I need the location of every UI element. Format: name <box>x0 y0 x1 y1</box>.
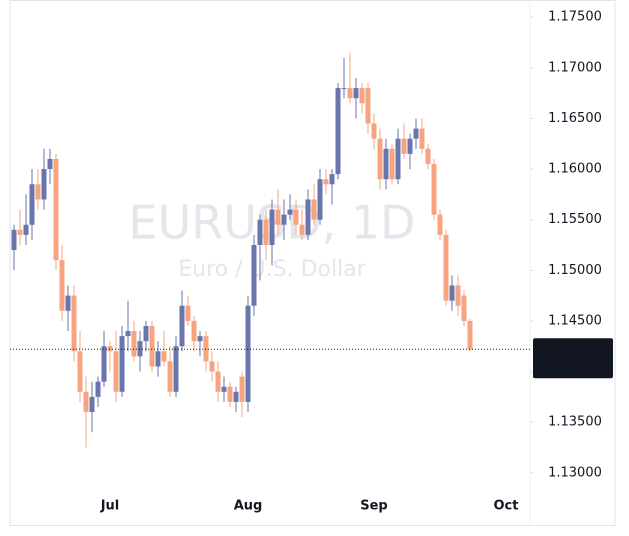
y-tick-label: 1.16000 <box>548 162 602 177</box>
candle-body <box>131 331 137 357</box>
candle-body <box>383 148 389 180</box>
x-tick-label: Sep <box>360 499 388 514</box>
candle-body <box>335 88 341 175</box>
candle-body <box>287 209 293 215</box>
candle-body <box>89 396 95 413</box>
x-tick-label: Oct <box>494 499 519 514</box>
candle-body <box>233 391 239 402</box>
candle-body <box>65 295 71 311</box>
candle-body <box>359 88 365 104</box>
candle-body <box>209 361 215 372</box>
candle-body <box>227 386 233 402</box>
candle-body <box>119 336 125 392</box>
candle-body <box>167 361 173 392</box>
x-tick-label: Jul <box>100 499 120 514</box>
candle-body <box>53 158 59 261</box>
candle-body <box>377 138 383 180</box>
y-tick-label: 1.16500 <box>548 111 602 126</box>
candle-body <box>269 209 275 245</box>
candle-body <box>41 169 47 200</box>
candle-body <box>23 224 29 235</box>
candle-body <box>245 305 251 402</box>
candle-body <box>407 138 413 154</box>
candle-body <box>77 351 83 392</box>
candle-body <box>299 224 305 235</box>
candle-body <box>71 295 77 352</box>
last-price-box <box>533 338 613 379</box>
x-tick-label: Aug <box>234 499 263 514</box>
candle-body <box>437 214 443 235</box>
candle-body <box>221 386 227 392</box>
candle-body <box>305 199 311 235</box>
y-tick-label: 1.15000 <box>548 263 602 278</box>
y-tick-label: 1.13500 <box>548 415 602 430</box>
candle-body <box>155 351 161 367</box>
y-tick-label: 1.13000 <box>548 465 602 480</box>
candle-body <box>461 295 467 321</box>
candle-body <box>467 320 473 350</box>
candle-body <box>161 351 167 362</box>
candle-body <box>395 138 401 180</box>
candle-body <box>251 245 257 306</box>
frame <box>9 0 616 526</box>
candle-body <box>203 336 209 362</box>
candle-body <box>413 128 419 139</box>
candle-body <box>125 331 131 337</box>
candle-body <box>35 184 41 200</box>
candle-body <box>143 325 149 342</box>
candle-body <box>329 174 335 185</box>
candle-body <box>443 234 449 301</box>
candle-body <box>323 179 329 185</box>
candle-body <box>431 164 437 215</box>
candle-body <box>449 285 455 301</box>
candle-body <box>191 320 197 342</box>
candle-body <box>389 148 395 180</box>
candle-body <box>263 219 269 245</box>
candle-body <box>11 229 17 251</box>
candle-body <box>401 138 407 154</box>
candle-body <box>95 381 101 397</box>
candle-body <box>341 88 347 90</box>
last-price-label: 1.14220 <box>543 342 602 357</box>
y-tick-label: 1.17500 <box>548 10 602 25</box>
candle-body <box>197 336 203 342</box>
candle-body <box>281 214 287 225</box>
y-tick-label: 1.14500 <box>548 313 602 328</box>
candle-body <box>137 341 143 357</box>
candle-body <box>353 88 359 99</box>
candle-body <box>317 179 323 220</box>
candle-body <box>29 184 35 225</box>
candle-body <box>311 199 317 220</box>
candle-body <box>113 351 119 392</box>
candle-body <box>257 219 263 245</box>
candle-body <box>215 371 221 392</box>
candle-body <box>293 209 299 225</box>
candle-body <box>239 376 245 402</box>
candle-body <box>365 88 371 124</box>
candle-body <box>275 209 281 225</box>
candle-body <box>185 305 191 321</box>
candle-body <box>107 346 113 352</box>
candle-body <box>17 229 23 235</box>
candle-body <box>347 88 353 99</box>
candle-body <box>179 305 185 347</box>
candle-body <box>47 158 53 170</box>
candle-body <box>101 346 107 382</box>
candle-body <box>83 391 89 413</box>
countdown: 13:57:23 <box>544 360 602 375</box>
candle-body <box>455 285 461 306</box>
candle-body <box>425 148 431 165</box>
y-tick-label: 1.17000 <box>548 60 602 75</box>
candle-body <box>371 123 377 139</box>
y-tick-label: 1.15500 <box>548 212 602 227</box>
candle-body <box>419 128 425 149</box>
candle-body <box>59 260 65 311</box>
candle-body <box>173 346 179 392</box>
candle-body <box>149 325 155 367</box>
